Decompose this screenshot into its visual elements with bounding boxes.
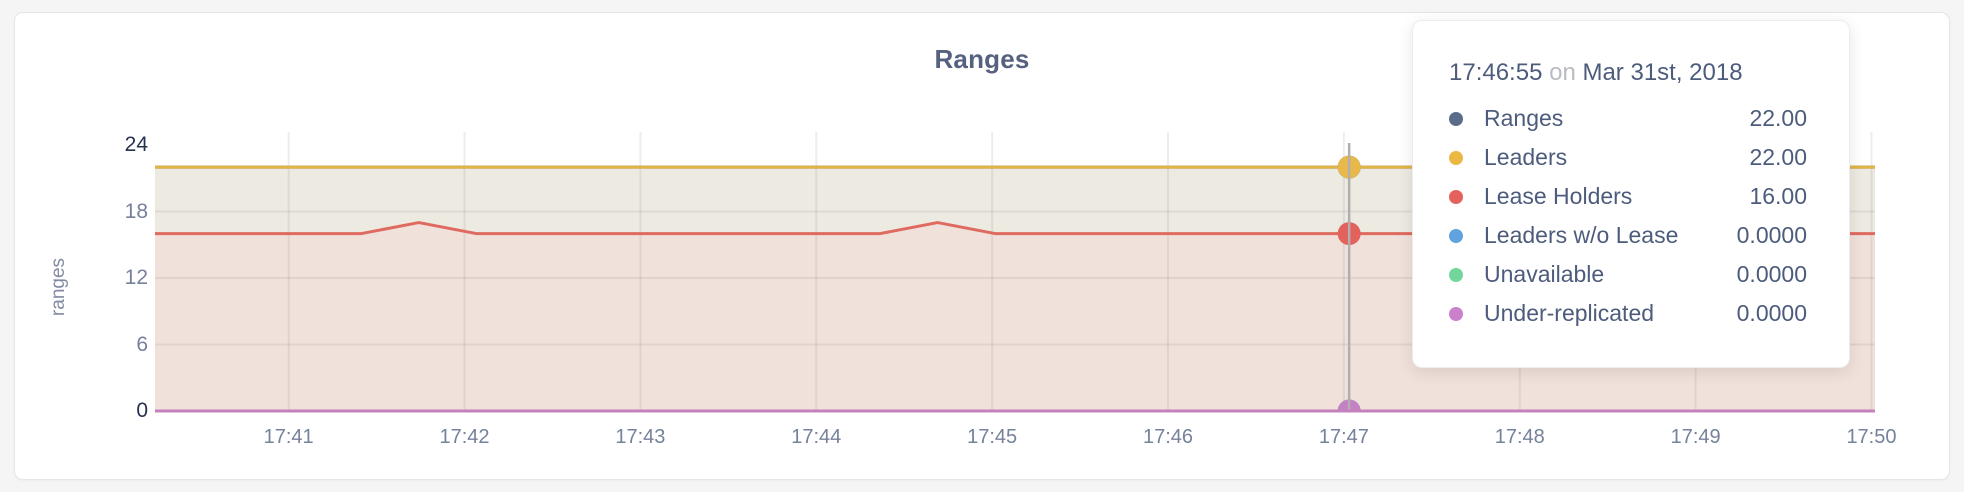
legend-series-label: Under-replicated xyxy=(1484,300,1655,326)
tooltip-legend: Ranges 22.00 Leaders 22.00 Lease Holders 16.0… xyxy=(1449,99,1807,333)
legend-series-value: 0.0000 xyxy=(1736,261,1807,287)
legend-dot-icon xyxy=(1449,150,1463,165)
hover-tooltip: 17:46:55 on Mar 31st, 2018 Ranges 22.00 Le… xyxy=(1412,20,1850,368)
legend-series-label: Leaders xyxy=(1484,144,1568,170)
y-tick-label: 6 xyxy=(136,332,148,356)
legend-series-label: Unavailable xyxy=(1484,261,1605,287)
tooltip-timestamp: 17:46:55 on Mar 31st, 2018 xyxy=(1449,57,1807,89)
tooltip-connector: on xyxy=(1549,59,1576,86)
tooltip-legend-row: Leaders w/o Lease 0.0000 xyxy=(1449,216,1807,255)
tooltip-legend-row: Ranges 22.00 xyxy=(1449,99,1807,138)
legend-series-label: Lease Holders xyxy=(1484,183,1633,209)
legend-dot-icon xyxy=(1449,189,1463,204)
legend-series-value: 0.0000 xyxy=(1736,300,1807,326)
legend-series-value: 0.0000 xyxy=(1736,222,1807,248)
legend-series-label: Leaders w/o Lease xyxy=(1484,222,1679,248)
y-tick-label: 0 xyxy=(136,399,148,422)
y-tick-label: 18 xyxy=(124,199,148,223)
legend-dot-icon xyxy=(1449,306,1463,321)
tooltip-legend-row: Under-replicated 0.0000 xyxy=(1449,294,1807,333)
x-tick-label: 17:47 xyxy=(1318,426,1369,448)
x-tick-label: 17:45 xyxy=(967,426,1018,448)
legend-dot-icon xyxy=(1449,267,1463,282)
x-tick-label: 17:49 xyxy=(1670,426,1721,448)
legend-series-value: 22.00 xyxy=(1749,105,1807,131)
x-tick-label: 17:42 xyxy=(439,426,490,448)
tooltip-legend-row: Lease Holders 16.00 xyxy=(1449,177,1807,216)
chart-title: Ranges xyxy=(934,44,1030,74)
legend-series-label: Ranges xyxy=(1484,105,1564,131)
x-tick-label: 17:48 xyxy=(1494,426,1545,448)
y-tick-label: 12 xyxy=(124,266,148,289)
y-tick-label: 24 xyxy=(124,133,148,156)
x-tick-label: 17:44 xyxy=(791,426,842,448)
legend-series-value: 16.00 xyxy=(1749,183,1807,209)
tooltip-legend-row: Unavailable 0.0000 xyxy=(1449,255,1807,294)
tooltip-time: 17:46:55 xyxy=(1449,59,1543,86)
legend-series-value: 22.00 xyxy=(1749,144,1807,170)
x-tick-label: 17:46 xyxy=(1142,426,1194,448)
tooltip-date-text: Mar 31st, 2018 xyxy=(1582,59,1743,86)
x-tick-label: 17:41 xyxy=(263,426,314,448)
x-tick-label: 17:50 xyxy=(1846,426,1897,448)
tooltip-legend-row: Leaders 22.00 xyxy=(1449,138,1807,177)
legend-dot-icon xyxy=(1449,228,1463,243)
x-tick-label: 17:43 xyxy=(615,426,666,448)
y-axis-label: ranges xyxy=(48,257,69,317)
legend-dot-icon xyxy=(1449,111,1463,126)
